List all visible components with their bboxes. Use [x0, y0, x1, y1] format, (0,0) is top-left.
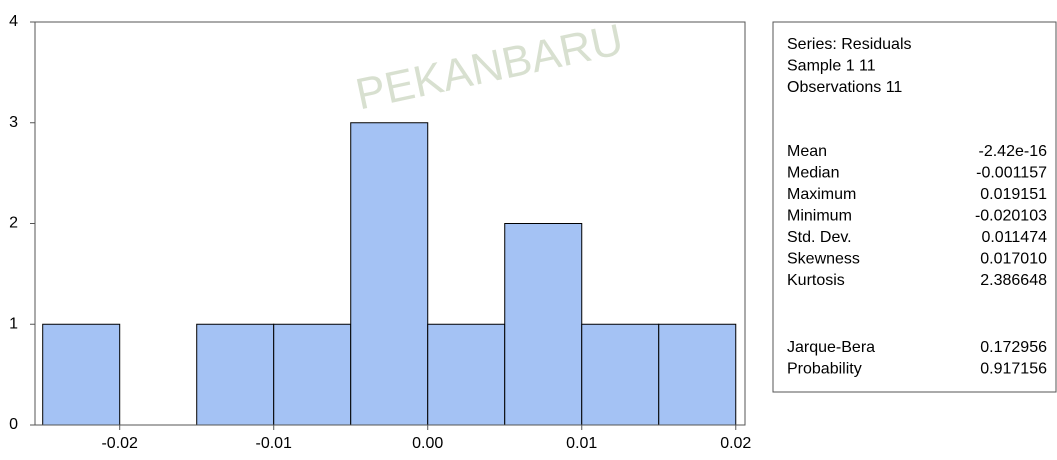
- stat-value: -0.020103: [975, 208, 1047, 225]
- stat-value: 0.017010: [980, 251, 1047, 268]
- stat-label: Kurtosis: [787, 272, 845, 289]
- stat-value: -0.001157: [976, 165, 1047, 182]
- stat-value: 2.386648: [980, 272, 1047, 289]
- stat-value: -2.42e-16: [979, 143, 1048, 160]
- stats-header: Observations 11: [787, 79, 902, 96]
- y-tick-label: 0: [9, 416, 18, 433]
- stats-header: Sample 1 11: [787, 58, 876, 75]
- stat-label: Probability: [787, 361, 862, 378]
- y-tick-label: 2: [9, 215, 18, 232]
- stat-value: 0.011474: [981, 229, 1047, 246]
- stat-value: 0.019151: [980, 186, 1047, 203]
- chart: PEKANBARU 0 1 2 3 4 -0.02 -0.01 0.00 0.01 0.02 Ser…: [0, 0, 1057, 455]
- stat-label: Mean: [787, 143, 827, 160]
- x-tick-label: 0.01: [566, 435, 597, 452]
- x-tick-label: -0.02: [101, 435, 138, 452]
- stat-label: Std. Dev.: [787, 229, 852, 246]
- y-tick-label: 1: [9, 315, 18, 332]
- stat-label: Minimum: [787, 208, 852, 225]
- stat-label: Maximum: [787, 186, 856, 203]
- y-tick-label: 3: [9, 114, 18, 131]
- bar: [659, 324, 736, 425]
- bar: [428, 324, 505, 425]
- stat-label: Skewness: [787, 251, 860, 268]
- stat-label: Median: [787, 165, 839, 182]
- bar: [351, 123, 428, 425]
- bar: [197, 324, 274, 425]
- bar: [274, 324, 351, 425]
- y-tick-label: 4: [9, 13, 18, 30]
- bar: [505, 224, 582, 426]
- stats-header: Series: Residuals: [787, 36, 912, 53]
- stat-value: 0.917156: [980, 361, 1047, 378]
- watermark: PEKANBARU: [352, 15, 628, 119]
- stat-label: Jarque-Bera: [787, 339, 875, 356]
- x-tick-label: 0.00: [412, 435, 443, 452]
- stat-value: 0.172956: [980, 339, 1047, 356]
- bar: [43, 324, 120, 425]
- x-tick-label: 0.02: [720, 435, 751, 452]
- bar: [582, 324, 659, 425]
- x-tick-label: -0.01: [255, 435, 292, 452]
